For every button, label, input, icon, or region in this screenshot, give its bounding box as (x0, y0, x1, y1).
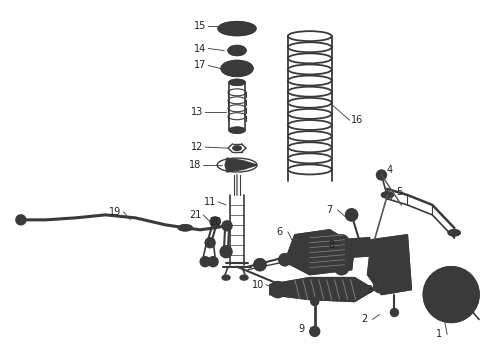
Circle shape (335, 261, 348, 275)
Text: 20: 20 (209, 217, 221, 227)
Text: 13: 13 (191, 107, 203, 117)
Polygon shape (225, 165, 243, 172)
Ellipse shape (229, 80, 245, 85)
Circle shape (294, 242, 310, 258)
Text: 15: 15 (194, 21, 206, 31)
Polygon shape (368, 235, 412, 294)
Polygon shape (237, 161, 257, 169)
Circle shape (345, 209, 358, 221)
Text: 3: 3 (367, 284, 372, 294)
Text: 9: 9 (299, 324, 305, 334)
Circle shape (447, 270, 455, 278)
Circle shape (447, 311, 455, 319)
Circle shape (389, 280, 400, 293)
Text: 1: 1 (436, 329, 442, 339)
Ellipse shape (178, 225, 192, 231)
Text: 14: 14 (194, 44, 206, 54)
Ellipse shape (232, 145, 242, 151)
Text: 19: 19 (109, 207, 122, 217)
Text: 16: 16 (351, 115, 364, 125)
Ellipse shape (233, 48, 241, 53)
Circle shape (349, 282, 366, 298)
Circle shape (310, 327, 319, 336)
Text: 6: 6 (277, 227, 283, 237)
Circle shape (222, 221, 232, 231)
Circle shape (220, 246, 232, 258)
Circle shape (391, 309, 398, 316)
Circle shape (340, 243, 349, 253)
Circle shape (298, 246, 306, 254)
Polygon shape (225, 158, 243, 165)
Circle shape (223, 249, 229, 255)
Ellipse shape (229, 25, 245, 32)
Circle shape (468, 291, 476, 298)
Circle shape (433, 276, 469, 312)
Circle shape (441, 285, 461, 305)
Text: 5: 5 (396, 187, 402, 197)
Circle shape (279, 254, 291, 266)
Ellipse shape (240, 275, 248, 280)
Circle shape (376, 170, 387, 180)
Circle shape (270, 282, 286, 298)
Circle shape (377, 253, 401, 276)
Ellipse shape (222, 275, 230, 280)
Circle shape (423, 267, 479, 323)
Text: 11: 11 (204, 197, 216, 207)
Circle shape (362, 243, 371, 253)
Ellipse shape (218, 22, 256, 36)
Ellipse shape (228, 64, 246, 72)
Text: 21: 21 (189, 210, 201, 220)
Polygon shape (270, 278, 374, 302)
Circle shape (335, 235, 348, 249)
Text: 2: 2 (362, 314, 368, 324)
Polygon shape (340, 238, 372, 258)
Circle shape (274, 285, 282, 293)
Ellipse shape (382, 192, 393, 198)
Ellipse shape (448, 230, 460, 236)
Circle shape (426, 291, 434, 298)
Circle shape (356, 244, 368, 256)
Circle shape (210, 217, 220, 227)
Text: 7: 7 (326, 205, 333, 215)
Circle shape (208, 257, 218, 267)
Ellipse shape (229, 127, 245, 133)
Text: 12: 12 (191, 142, 203, 152)
Circle shape (254, 259, 266, 271)
Circle shape (311, 298, 319, 306)
Circle shape (16, 215, 26, 225)
Text: 4: 4 (387, 165, 392, 175)
Polygon shape (285, 230, 355, 275)
Circle shape (205, 238, 215, 248)
Ellipse shape (221, 60, 253, 76)
Ellipse shape (231, 162, 243, 168)
Text: 8: 8 (329, 240, 335, 250)
Circle shape (384, 259, 395, 271)
Text: 17: 17 (194, 60, 206, 71)
Text: 18: 18 (189, 160, 201, 170)
Text: 10: 10 (252, 280, 264, 289)
Ellipse shape (228, 45, 246, 55)
Circle shape (200, 257, 210, 267)
Circle shape (373, 280, 386, 293)
